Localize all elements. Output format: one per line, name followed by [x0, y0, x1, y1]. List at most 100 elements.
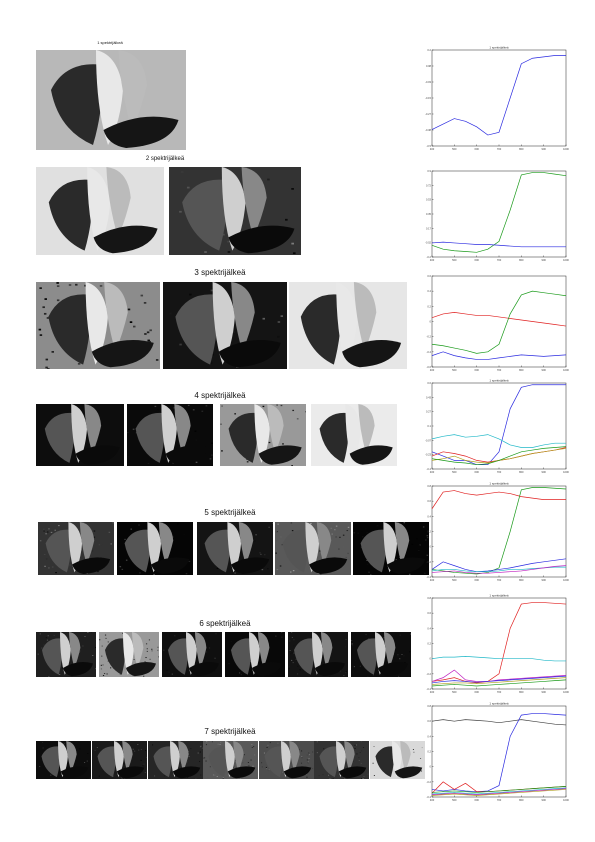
x-tick-label: 700 — [497, 147, 502, 151]
y-tick-label: -0.03 — [425, 80, 431, 84]
series-line-green — [431, 679, 567, 687]
spectral-image-4-2 — [127, 404, 213, 466]
x-tick-label: 800 — [519, 368, 524, 372]
spectral-image-7-7 — [370, 741, 425, 779]
y-tick-label: -0.6 — [427, 365, 432, 369]
y-tick-label: -0.4 — [427, 467, 432, 471]
x-tick-label: 600 — [475, 258, 480, 262]
series-line-blue — [431, 351, 567, 360]
y-tick-label: -0.4 — [427, 350, 432, 354]
x-tick-label: 600 — [475, 798, 480, 802]
series-line-green — [431, 487, 567, 575]
spectral-image-7-2 — [92, 741, 147, 779]
x-tick-label: 400 — [430, 470, 435, 474]
spectrum-plot-4: 1 spektrijälkeä 400 500 600 700 800 900 1000 -0.… — [422, 377, 572, 477]
x-tick-label: 500 — [452, 798, 457, 802]
y-tick-label: 0.08 — [426, 64, 432, 68]
spectral-image-6-6 — [351, 632, 411, 677]
y-tick-label: -0.2 — [427, 672, 432, 676]
y-tick-label: -0.2 — [427, 780, 432, 784]
y-tick-label: 0.2 — [427, 642, 431, 646]
spectral-image-5-4 — [275, 522, 351, 575]
x-tick-label: 900 — [542, 368, 547, 372]
series-line-red — [431, 602, 567, 684]
x-tick-label: 800 — [519, 578, 524, 582]
y-tick-label: 0.2 — [427, 530, 431, 534]
y-tick-label: -0.02 — [425, 241, 431, 245]
spectrum-plot-2: 400 500 600 700 800 900 1000 -0.2 -0.02 0.17 0.35 0… — [422, 165, 572, 265]
x-tick-label: 400 — [430, 147, 435, 151]
series-line-cyan — [431, 434, 566, 448]
x-tick-label: 400 — [430, 798, 435, 802]
y-tick-label: 0.8 — [427, 484, 431, 488]
spectral-image-2-2 — [169, 167, 301, 255]
plot-title: 1 spektrijälkeä — [489, 482, 509, 486]
plot-frame — [431, 49, 567, 147]
spectral-image-5-1 — [38, 522, 114, 575]
series-line-blue — [431, 384, 566, 466]
x-tick-label: 500 — [452, 147, 457, 151]
y-tick-label: 0.35 — [426, 212, 432, 216]
x-tick-label: 500 — [452, 470, 457, 474]
row-title-5: 5 spektrijälkeä — [204, 508, 256, 517]
y-tick-label: -0.4 — [427, 575, 432, 579]
x-tick-label: 1000 — [563, 470, 569, 474]
y-tick-label: 0 — [430, 545, 432, 549]
x-tick-label: 800 — [519, 798, 524, 802]
x-tick-label: 700 — [497, 690, 502, 694]
series-line-cyan — [431, 656, 566, 662]
series-line-gray — [431, 719, 567, 726]
x-tick-label: 1000 — [563, 798, 569, 802]
x-tick-label: 900 — [542, 578, 547, 582]
spectral-image-7-1 — [36, 741, 91, 779]
y-tick-label: -0.38 — [425, 128, 431, 132]
series-line-green — [431, 290, 567, 354]
series-line-magenta — [431, 669, 567, 682]
x-tick-label: 800 — [519, 258, 524, 262]
x-tick-label: 900 — [542, 798, 547, 802]
x-tick-label: 900 — [542, 147, 547, 151]
y-tick-label: -0.27 — [425, 112, 431, 116]
y-tick-label: -0.15 — [425, 96, 431, 100]
spectrum-plot-7: 1 spektrijälkeä 400 500 600 700 800 900 1000 -0.… — [422, 700, 572, 805]
x-tick-label: 700 — [497, 368, 502, 372]
y-tick-label: 0.53 — [426, 198, 432, 202]
series-line-olive — [431, 677, 567, 685]
series-line-cyan — [431, 787, 567, 795]
y-tick-label: 0.1 — [427, 424, 431, 428]
x-tick-label: 800 — [519, 470, 524, 474]
x-tick-label: 700 — [497, 578, 502, 582]
spectral-image-6-4 — [225, 632, 285, 677]
spectral-image-1-1 — [36, 50, 186, 150]
series-line-magenta — [431, 788, 567, 796]
series-line-blue — [431, 558, 567, 573]
y-tick-label: 0.27 — [426, 410, 432, 414]
y-tick-label: 0.6 — [427, 611, 431, 615]
y-tick-label: 0.4 — [427, 514, 431, 518]
x-tick-label: 500 — [452, 368, 457, 372]
series-line-blue — [431, 675, 567, 684]
plot-frame — [431, 170, 567, 258]
spectrum-plot-6: 1 spektrijälkeä 400 500 600 700 800 900 1000 -0.… — [422, 592, 572, 697]
spectral-image-2-1 — [36, 167, 164, 255]
x-tick-label: 400 — [430, 578, 435, 582]
spectral-image-3-2 — [163, 282, 287, 369]
x-tick-label: 600 — [475, 690, 480, 694]
x-tick-label: 1000 — [563, 368, 569, 372]
y-tick-label: 0.8 — [427, 596, 431, 600]
y-tick-label: 0 — [430, 657, 432, 661]
y-tick-label: 0.6 — [427, 499, 431, 503]
row-title-6: 6 spektrijälkeä — [199, 619, 251, 628]
spectrum-plot-5: 1 spektrijälkeä 400 500 600 700 800 900 1000 -0.… — [422, 480, 572, 585]
row-title-7: 7 spektrijälkeä — [204, 727, 256, 736]
x-tick-label: 900 — [542, 470, 547, 474]
y-tick-label: -0.5 — [427, 144, 432, 148]
spectral-image-6-5 — [288, 632, 348, 677]
plot-frame — [431, 382, 567, 470]
series-line-magenta — [431, 565, 567, 574]
y-tick-label: 0.2 — [427, 304, 431, 308]
y-tick-label: 0.4 — [427, 734, 431, 738]
spectral-image-3-3 — [289, 282, 407, 369]
series-line-olive — [431, 789, 567, 796]
spectral-image-5-3 — [197, 522, 273, 575]
